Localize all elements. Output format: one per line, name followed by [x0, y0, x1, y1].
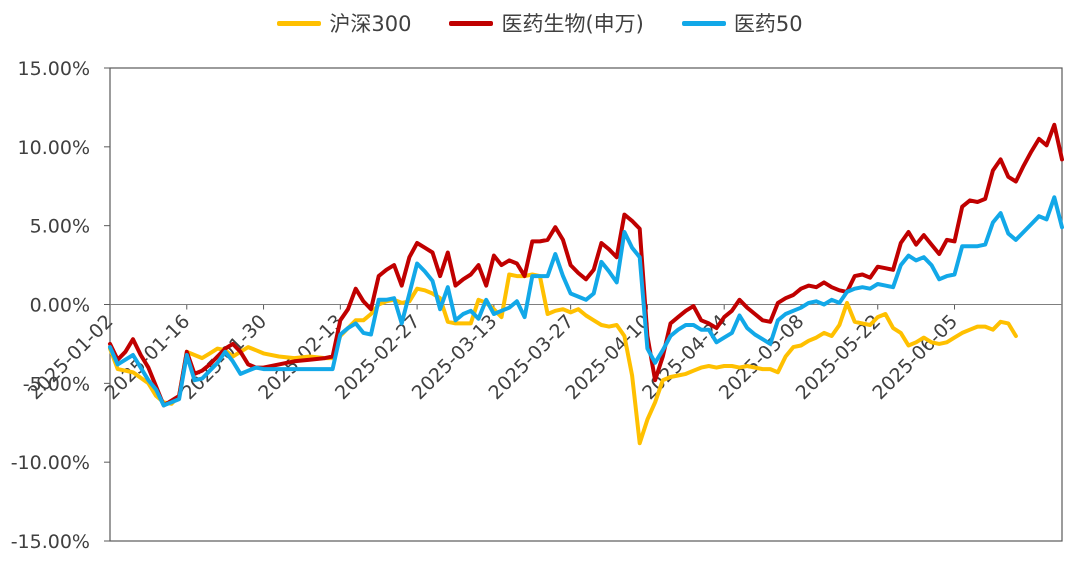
- legend-swatch-pharma50: [681, 20, 726, 26]
- series-line-csi300: [108, 272, 1018, 446]
- chart-legend: 沪深300 医药生物(申万) 医药50: [0, 6, 1080, 40]
- legend-label-pharma50: 医药50: [733, 12, 803, 36]
- legend-label-csi300: 沪深300: [329, 12, 412, 36]
- y-tick-label: 0.00%: [30, 295, 90, 317]
- legend-swatch-csi300: [277, 20, 322, 26]
- y-tick-label: -15.00%: [11, 531, 90, 553]
- y-tick-label: -5.00%: [23, 373, 90, 395]
- y-tick-label: 5.00%: [30, 216, 90, 238]
- y-tick-label: 15.00%: [18, 58, 90, 80]
- legend-swatch-pharma-sw: [449, 20, 494, 26]
- series-line-pharma50: [108, 195, 1064, 408]
- legend-item-pharma-sw[interactable]: 医药生物(申万): [449, 8, 644, 38]
- y-tick-label: -10.00%: [11, 452, 90, 474]
- y-tick-label: 10.00%: [18, 137, 90, 159]
- series-layer: [108, 122, 1064, 446]
- legend-item-pharma50[interactable]: 医药50: [681, 8, 803, 38]
- legend-item-csi300[interactable]: 沪深300: [277, 8, 411, 38]
- y-axis: 15.00% 10.00% 5.00% 0.00% -5.00% -10.00% -15.0…: [11, 58, 110, 553]
- legend-label-pharma-sw: 医药生物(申万): [501, 12, 644, 36]
